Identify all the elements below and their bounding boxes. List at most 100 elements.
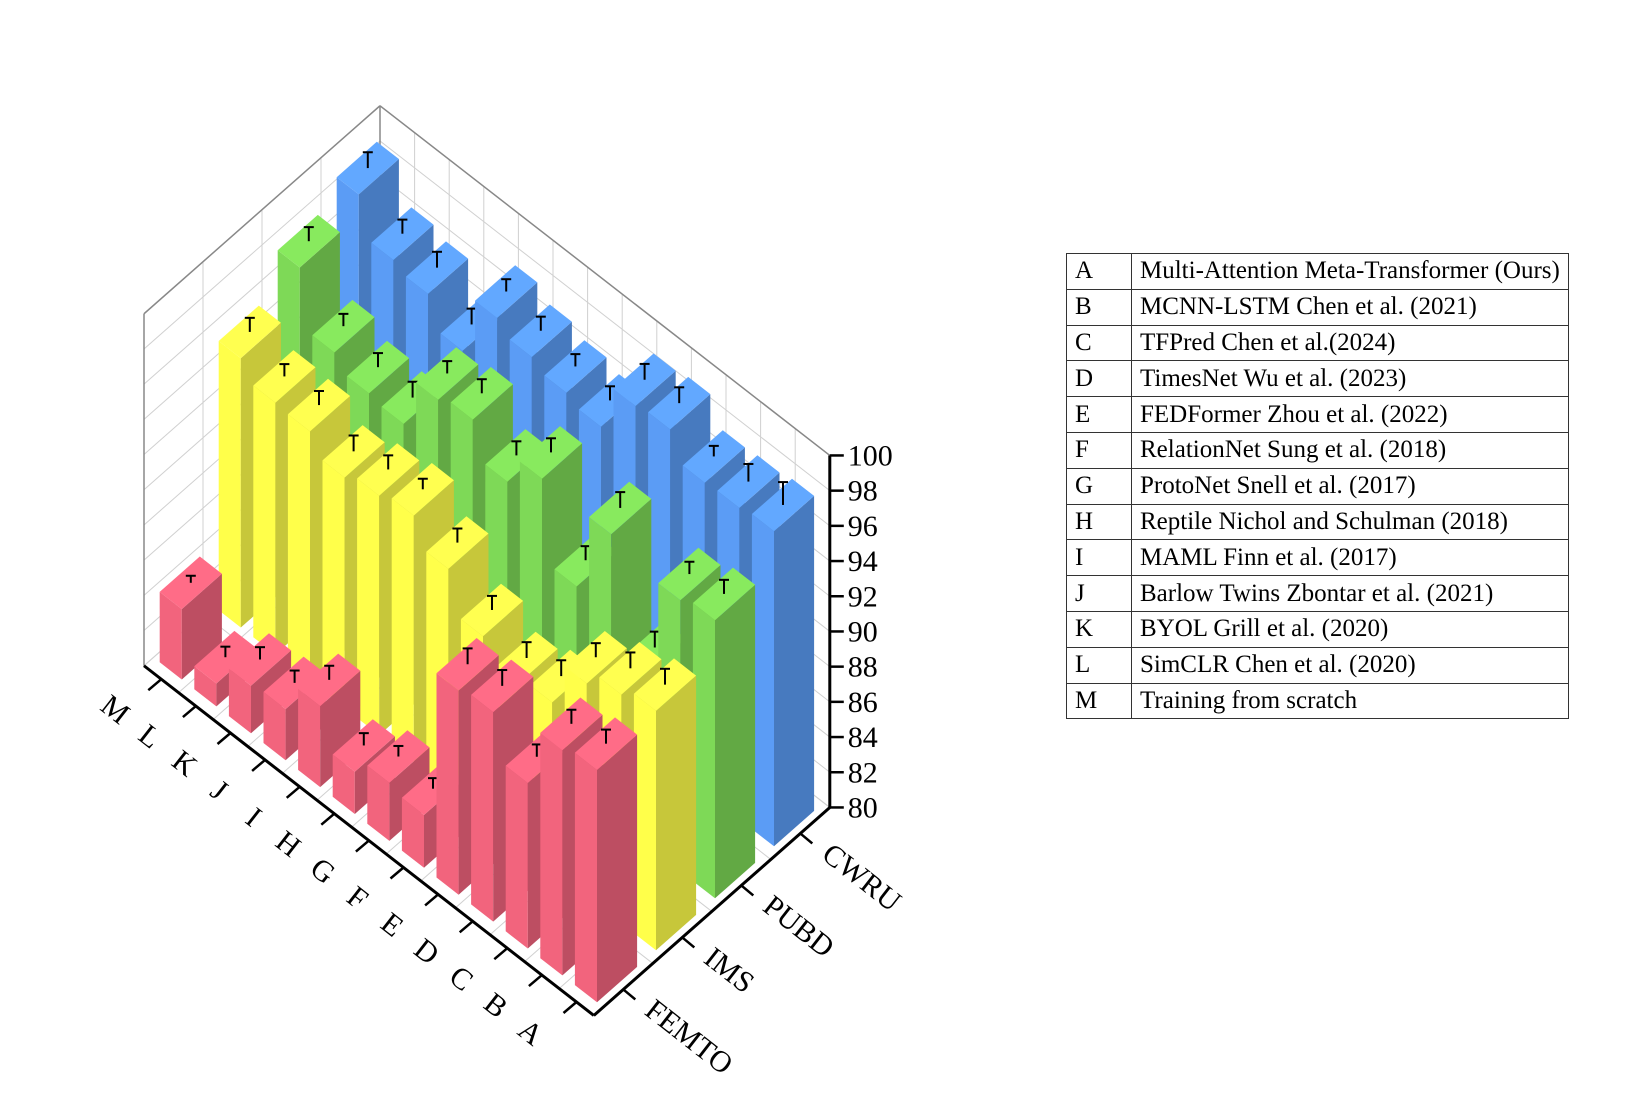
bar-front-face [263, 691, 286, 761]
legend-row: A Multi-Attention Meta-Transformer (Ours) [1066, 253, 1569, 290]
bar-front-face [471, 694, 494, 922]
bar-front-face [194, 666, 217, 707]
legend-key: L [1066, 646, 1132, 684]
y-tick-label: FEMTO [639, 993, 739, 1081]
z-tick-label: 94 [848, 545, 878, 578]
x-tick-label: H [269, 825, 306, 864]
bar-front-face [633, 693, 656, 951]
bar-front-face [751, 514, 774, 847]
bar-top-face [682, 430, 745, 483]
x-tick-label: F [341, 880, 374, 916]
x-tick-label: G [304, 851, 341, 890]
bar-top-face [519, 426, 583, 479]
x-tick [493, 947, 509, 961]
legend-row: I MAML Finn et al. (2017) [1066, 539, 1569, 577]
x-tick [562, 1001, 578, 1014]
z-tick-label: 92 [848, 580, 878, 613]
legend-key: K [1066, 610, 1132, 648]
legend-row: J Barlow Twins Zbontar et al. (2021) [1066, 575, 1569, 612]
legend-label: Training from scratch [1131, 682, 1569, 720]
bar-front-face [332, 754, 355, 814]
wall-edge [143, 105, 381, 315]
grid-line-z [379, 140, 831, 492]
bar-top-face [322, 425, 385, 478]
legend-label: RelationNet Sung et al. (2018) [1131, 431, 1569, 469]
y-tick [622, 988, 637, 1001]
y-tick-label: IMS [698, 941, 760, 1000]
y-tick-label: CWRU [816, 837, 908, 919]
bar-top-face [544, 340, 607, 393]
legend-label: ProtoNet Snell et al. (2017) [1131, 467, 1569, 505]
z-tick-label: 98 [848, 475, 878, 508]
z-tick-label: 80 [848, 791, 878, 824]
x-tick [320, 812, 336, 826]
legend-row: M Training from scratch [1066, 682, 1569, 720]
bar-front-face [322, 460, 345, 709]
legend-row: B MCNN-LSTM Chen et al. (2021) [1066, 288, 1569, 326]
x-tick-label: I [239, 801, 267, 833]
legend-key: I [1066, 539, 1132, 577]
bar-top-face [574, 717, 638, 770]
x-tick [528, 974, 543, 988]
z-tick-label: 88 [848, 651, 878, 684]
legend-key: A [1066, 253, 1132, 290]
legend-row: D TimesNet Wu et al. (2023) [1066, 360, 1569, 398]
bar-front-face [436, 673, 459, 895]
legend-label: Reptile Nichol and Schulman (2018) [1131, 503, 1569, 541]
legend-row: G ProtoNet Snell et al. (2017) [1066, 467, 1569, 505]
y-tick [799, 832, 814, 845]
bar-top-face [564, 631, 627, 684]
legend-label: MAML Finn et al. (2017) [1131, 539, 1569, 577]
bar-side-face [774, 495, 815, 847]
bar-front-face [228, 668, 251, 734]
z-tick-label: 86 [848, 686, 878, 719]
bar-front-face [357, 478, 380, 736]
legend-label: SimCLR Chen et al. (2020) [1131, 646, 1569, 684]
x-tick [147, 678, 163, 692]
legend-key: D [1066, 360, 1132, 398]
bar-front-face [218, 341, 241, 628]
bar-side-face [181, 573, 222, 680]
legend-label: FEDFormer Zhou et al. (2022) [1131, 396, 1569, 433]
bar-top-face [336, 141, 399, 195]
bar-G-FEMTO [367, 730, 430, 841]
z-tick-label: 84 [848, 721, 878, 754]
bar-front-face [367, 765, 390, 841]
bar-side-face [597, 734, 638, 1003]
bar-front-face [540, 732, 563, 976]
x-tick [355, 839, 370, 853]
legend-key: H [1066, 503, 1132, 541]
x-tick-label: K [166, 744, 204, 784]
z-tick-label: 82 [848, 756, 878, 789]
bar-front-face [505, 765, 528, 949]
legend-key: F [1066, 431, 1132, 469]
z-tick-label: 100 [848, 439, 893, 472]
legend-row: H Reptile Nichol and Schulman (2018) [1066, 503, 1569, 541]
bar-front-face [159, 591, 182, 680]
legend-row: L SimCLR Chen et al. (2020) [1066, 646, 1569, 684]
legend-key: B [1066, 288, 1132, 326]
x-tick-label: B [478, 986, 514, 1024]
legend-label: TimesNet Wu et al. (2023) [1131, 360, 1569, 398]
bar-front-face [298, 688, 321, 788]
x-tick-label: A [512, 1013, 550, 1053]
legend-row: C TFPred Chen et al.(2024) [1066, 324, 1569, 362]
bar-top-face [633, 658, 697, 711]
x-tick-label: M [94, 688, 135, 730]
bar-A-FEMTO [574, 717, 638, 1003]
x-tick [424, 893, 439, 907]
bar-top-face [312, 299, 375, 353]
bar-A-CWRU [751, 478, 815, 847]
legend-row: K BYOL Grill et al. (2020) [1066, 610, 1569, 648]
wall-edge [379, 105, 831, 457]
bar-top-face [648, 376, 711, 430]
bar-top-face [287, 378, 351, 432]
legend-key: M [1066, 682, 1132, 720]
bar-side-face [656, 675, 697, 951]
bar-top-face [298, 653, 361, 707]
bar-front-face [574, 752, 597, 1003]
legend-key: C [1066, 324, 1132, 362]
bar-side-face [715, 584, 756, 899]
bar-top-face [436, 638, 499, 691]
